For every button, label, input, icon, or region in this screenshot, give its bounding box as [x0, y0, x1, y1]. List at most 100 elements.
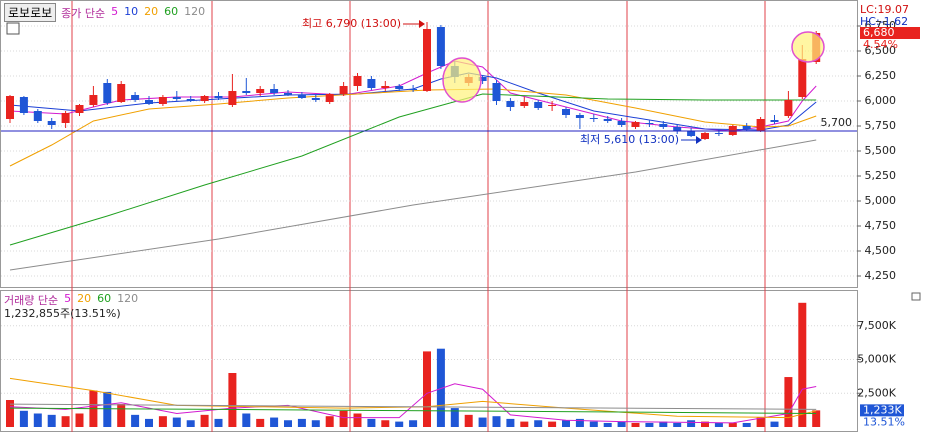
volume-bar [589, 421, 598, 427]
volume-bar [812, 410, 821, 427]
volume-bar [47, 414, 56, 427]
volume-bar [506, 418, 515, 427]
y-tick-label: 5,500 [865, 144, 897, 157]
volume-bar [242, 413, 251, 427]
day-separators [71, 1, 766, 432]
candle-body [103, 83, 112, 103]
candle-body [381, 86, 390, 88]
volume-bar [117, 404, 126, 427]
candle-body [520, 102, 529, 106]
candle-body [617, 121, 626, 125]
candle-body [242, 91, 251, 93]
y-tick-label: 4,250 [865, 269, 897, 282]
candle-body [158, 97, 167, 104]
reference-label: 5,700 [821, 116, 853, 129]
candle-body [562, 109, 570, 115]
volume-bar [131, 414, 140, 427]
volume-bar [256, 418, 265, 427]
volume-legend: 거래량 단순 5 20 60 120 [4, 292, 138, 308]
volume-bar [784, 377, 793, 427]
volume-bar [200, 414, 209, 427]
panel-button[interactable] [911, 292, 921, 301]
current-price-box [860, 27, 920, 39]
legend: 종가 단순 5 10 20 60 120 [61, 5, 205, 21]
candle-body [770, 120, 779, 122]
volume-bar [617, 421, 626, 427]
candle-body [270, 89, 279, 93]
lc-label: LC:19.07 [860, 3, 909, 16]
high-note: 최고 6,790 (13:00) [302, 17, 401, 30]
candle-body [478, 77, 487, 81]
volume-bar [562, 420, 570, 427]
volume-info: 1,232,855주(13.51%) [4, 307, 121, 320]
volume-bar [145, 418, 153, 427]
y-tick-label: 2,500K [857, 386, 896, 399]
candle-body [228, 91, 237, 105]
y-tick-label: 6,000 [865, 94, 897, 107]
ma-line [9, 407, 817, 414]
candle-body [673, 127, 682, 131]
legend-entry: 10 [124, 4, 139, 18]
candle-body [756, 119, 765, 131]
y-tick-label: 4,750 [865, 219, 897, 232]
volume-bar [214, 418, 223, 427]
volume-bar [381, 420, 390, 427]
y-tick-label: 4,500 [865, 244, 897, 257]
legend-entry: 120 [184, 4, 206, 18]
candle-body [395, 86, 404, 89]
volume-bar [186, 420, 195, 427]
candle-body [145, 100, 153, 104]
stock-name[interactable]: 로보로보 [4, 3, 57, 22]
volume-bar [158, 416, 167, 427]
candle-body [506, 101, 515, 107]
volume-bar [19, 410, 28, 427]
candle-body [339, 86, 348, 94]
candle-body [714, 133, 723, 134]
candle-body [75, 105, 84, 113]
volume-bar [492, 416, 501, 427]
y-tick-label: 7,500K [857, 319, 896, 332]
volume-bar [645, 422, 654, 427]
y-tick-label: 5,000K [857, 353, 896, 366]
volume-bar [450, 408, 459, 427]
volume-bar [603, 422, 612, 427]
volume-bar [575, 418, 584, 427]
candle-body [701, 133, 709, 139]
volume-bar [284, 420, 292, 427]
price-legend: 로보로보 종가 단순 5 10 20 60 120 [4, 3, 205, 22]
ma-line [9, 403, 817, 410]
candle-body [645, 123, 654, 124]
volume-bar [367, 418, 376, 427]
volume-bar [311, 420, 320, 427]
ma-line [9, 377, 817, 419]
volume-bar [395, 421, 404, 427]
candle-body [131, 95, 140, 100]
volume-bar [436, 348, 445, 427]
y-tick-label: 5,000 [865, 194, 897, 207]
ma-line [9, 93, 817, 246]
change-label: 4.54% [863, 38, 898, 51]
volume-bar [325, 416, 334, 427]
candle-body [256, 89, 265, 93]
volume-bar [339, 410, 348, 427]
volume-bar [6, 400, 14, 427]
volume-bar [478, 417, 487, 427]
volume-bar [297, 418, 306, 427]
volume-bar [228, 373, 237, 427]
legend-entry: 120 [117, 292, 139, 305]
low-note: 최저 5,610 (13:00) [580, 133, 679, 146]
candle-body [798, 59, 807, 97]
candle-body [200, 96, 209, 101]
volume-bar [673, 422, 682, 427]
grid-icon[interactable] [6, 22, 20, 35]
volume-bar [423, 351, 431, 427]
candle-body [33, 111, 42, 121]
volume-bar [798, 302, 807, 427]
volume-bar [701, 421, 709, 427]
volume-bar [409, 420, 418, 427]
legend-title: 거래량 단순 [4, 294, 59, 307]
candle-body [6, 96, 14, 119]
candle-body [409, 89, 418, 90]
legend-entry: 60 [97, 292, 112, 305]
